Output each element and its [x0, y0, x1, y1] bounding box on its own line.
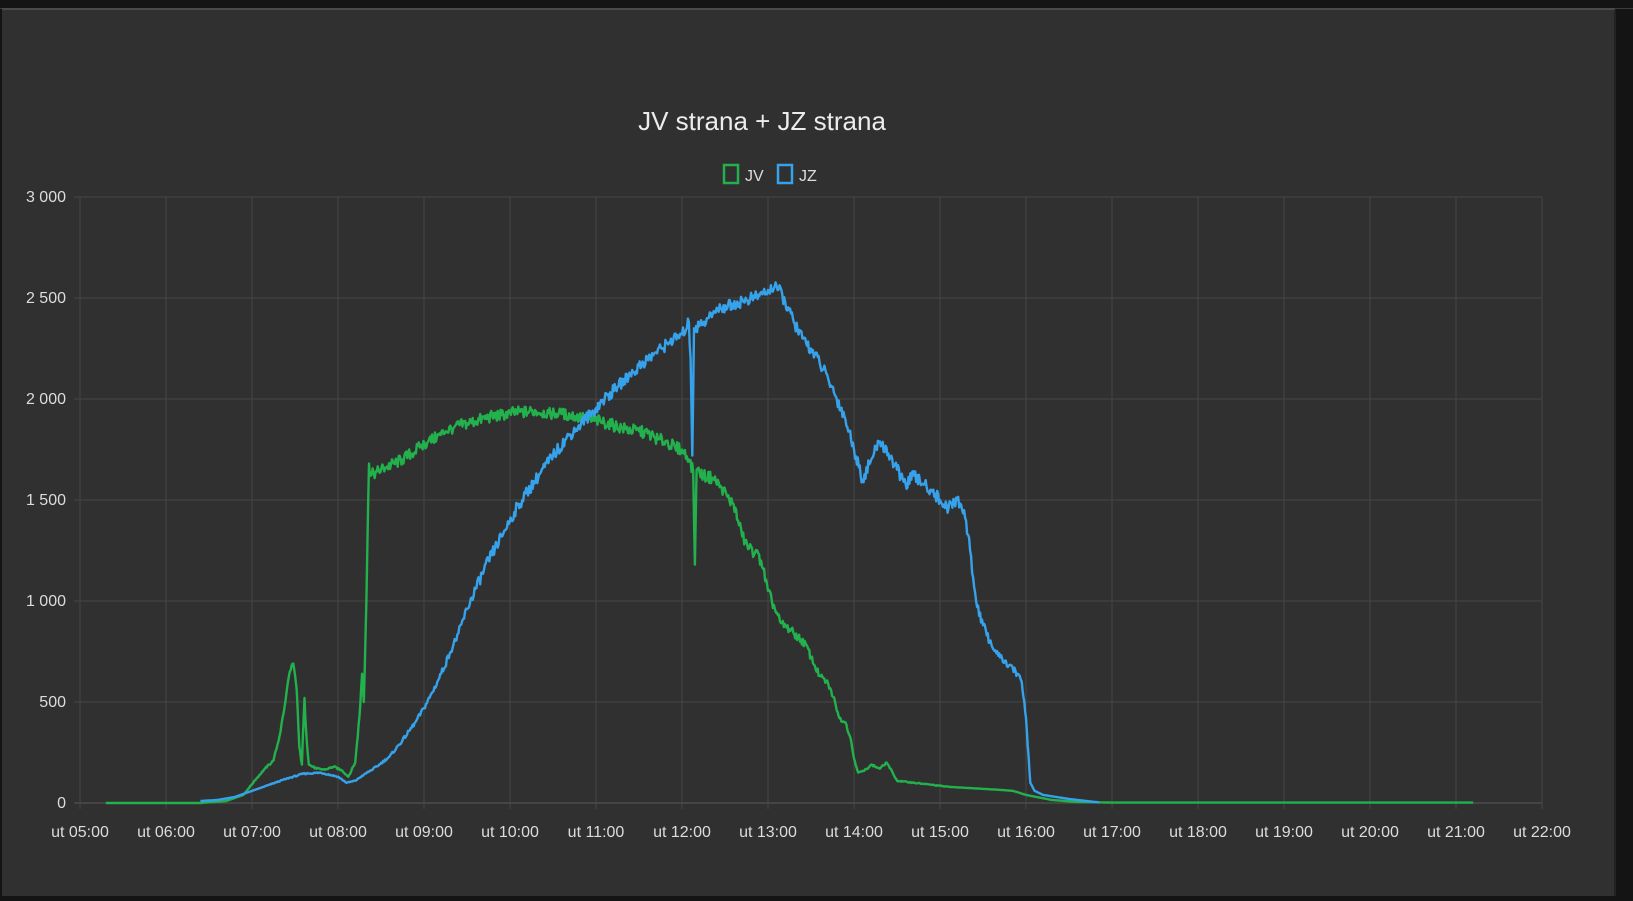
legend: JV JZ [722, 163, 817, 185]
chart-svg: JV strana + JZ strana JV JZ 0 500 1 000 1 5… [26, 106, 1571, 841]
x-tick-label: ut 15:00 [911, 824, 969, 841]
x-tick-label: ut 05:00 [51, 824, 109, 841]
x-tick-label: ut 14:00 [825, 824, 883, 841]
x-tick-label: ut 13:00 [739, 824, 797, 841]
chart-panel: JV strana + JZ strana JV JZ 0 500 1 000 1 5… [2, 8, 1616, 896]
x-tick-label: ut 12:00 [653, 824, 711, 841]
x-tick-label: ut 21:00 [1427, 824, 1485, 841]
chart-title: JV strana + JZ strana [638, 106, 886, 136]
x-tick-label: ut 10:00 [481, 824, 539, 841]
legend-swatch-jz[interactable] [776, 163, 794, 185]
legend-swatch-jv[interactable] [722, 163, 740, 185]
x-axis: ut 05:00 ut 06:00 ut 07:00 ut 08:00 ut 09:00… [51, 824, 1571, 841]
y-axis: 0 500 1 000 1 500 2 000 2 500 3 000 [26, 189, 66, 812]
x-tick-label: ut 11:00 [568, 824, 625, 841]
grid [74, 196, 1543, 809]
x-tick-label: ut 19:00 [1255, 824, 1313, 841]
y-tick-label: 0 [57, 795, 66, 812]
x-tick-label: ut 08:00 [309, 824, 367, 841]
x-tick-label: ut 07:00 [223, 824, 281, 841]
series-lines [105, 281, 1474, 805]
legend-label-jv[interactable]: JV [745, 168, 764, 185]
x-tick-label: ut 06:00 [137, 824, 195, 841]
x-tick-label: ut 22:00 [1513, 824, 1571, 841]
series-line-jv [105, 405, 1474, 805]
y-tick-label: 1 000 [26, 593, 66, 610]
legend-label-jz[interactable]: JZ [799, 168, 817, 185]
y-tick-label: 500 [39, 694, 66, 711]
x-tick-label: ut 16:00 [997, 824, 1055, 841]
series-line-jz [200, 281, 1100, 804]
x-tick-label: ut 18:00 [1169, 824, 1227, 841]
y-tick-label: 3 000 [26, 189, 66, 206]
x-tick-label: ut 09:00 [395, 824, 453, 841]
x-tick-label: ut 17:00 [1083, 824, 1141, 841]
y-tick-label: 1 500 [26, 492, 66, 509]
x-tick-label: ut 20:00 [1341, 824, 1399, 841]
y-tick-label: 2 500 [26, 290, 66, 307]
y-tick-label: 2 000 [26, 391, 66, 408]
